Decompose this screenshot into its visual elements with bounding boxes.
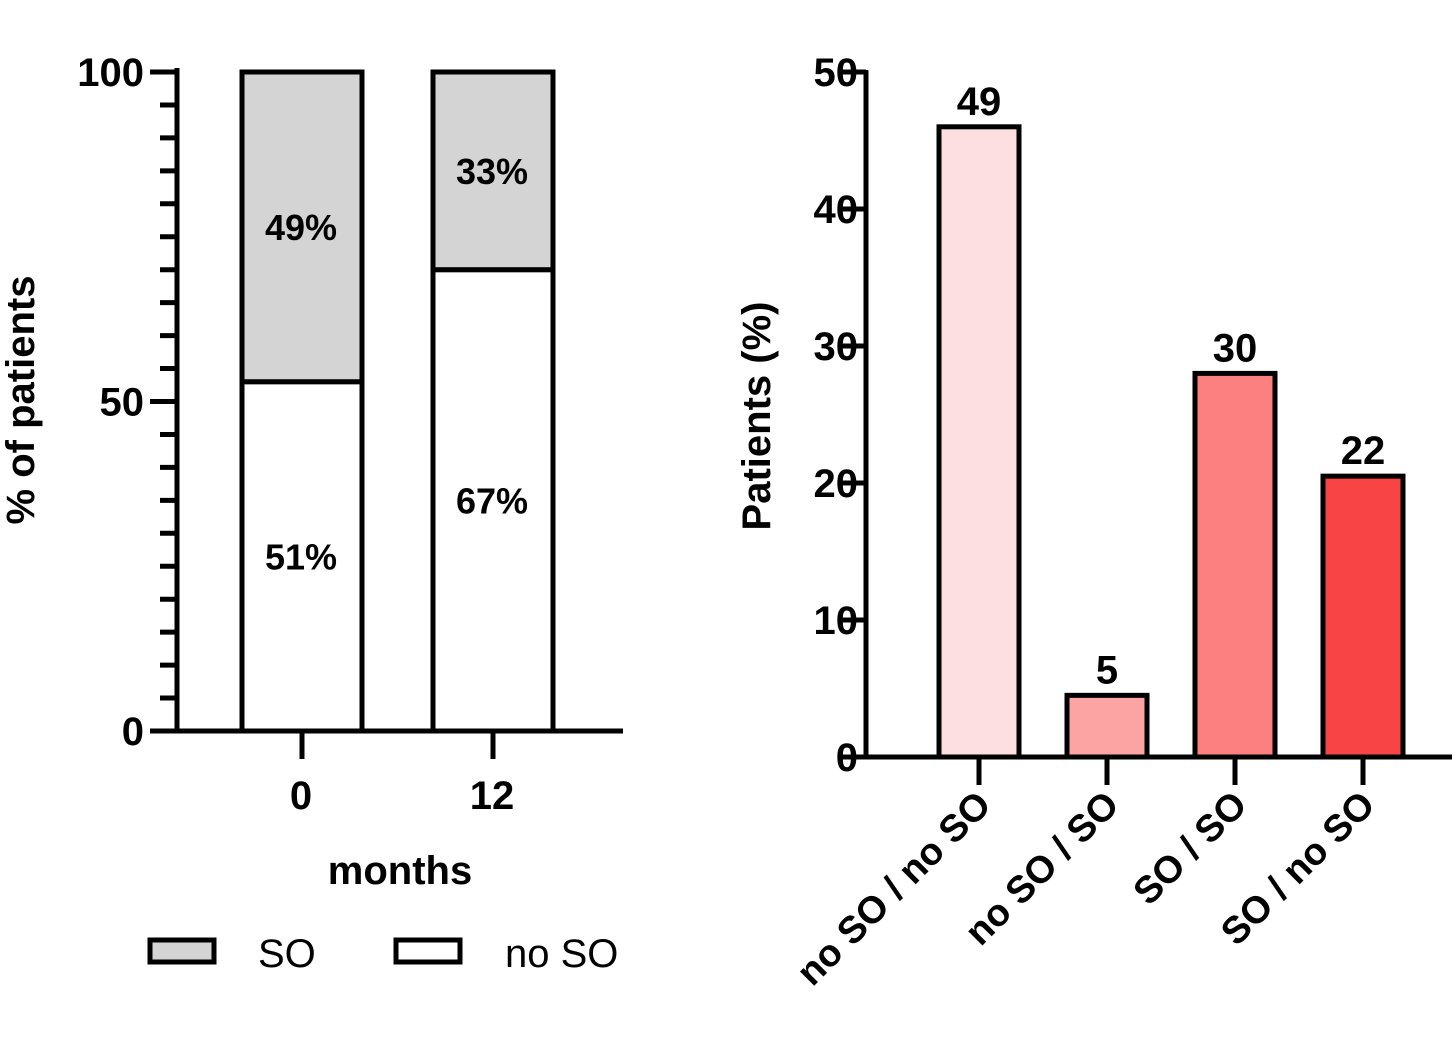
bar-segment-so-0 — [239, 69, 365, 385]
y-tick-label: 0 — [836, 736, 858, 780]
y-tick-label: 50 — [814, 51, 859, 95]
right-y-axis-label: Patients (%) — [735, 302, 779, 531]
bar-data-label: 49 — [957, 80, 1002, 124]
bar-no-so-so — [1064, 692, 1150, 760]
y-tick-label: 0 — [122, 710, 144, 754]
bar-data-label: 49% — [265, 207, 337, 248]
y-tick-label: 100 — [77, 51, 144, 95]
bar-data-label: 22 — [1341, 429, 1386, 473]
y-tick-label: 10 — [814, 599, 859, 643]
x-tick-label: no SO / no SO — [789, 784, 999, 994]
right-bars: 49 5 30 22 — [936, 80, 1406, 760]
y-tick-label: 50 — [100, 381, 145, 425]
bar-segment-no-so-0 — [239, 379, 365, 734]
bar-data-label: 67% — [456, 480, 528, 521]
bar-so-so — [1192, 370, 1278, 760]
x-tick-label: SO / SO — [1126, 784, 1256, 914]
left-x-ticks: 0 12 — [290, 731, 514, 818]
left-x-axis-label: months — [328, 849, 472, 893]
legend-swatch-no-so — [393, 937, 463, 965]
x-tick-label: 0 — [290, 774, 312, 818]
y-tick-label: 30 — [814, 325, 859, 369]
bar-segment-so-12 — [430, 69, 556, 273]
bar-data-label: 33% — [456, 151, 528, 192]
bar-so-no-so — [1320, 473, 1406, 760]
x-tick-label: 12 — [470, 774, 515, 818]
bar-data-label: 30 — [1213, 326, 1258, 370]
left-bars: 51% 49% 67% 33% — [239, 69, 556, 734]
right-y-ticks: 0 10 20 30 40 50 — [814, 51, 866, 780]
legend: SO no SO — [147, 932, 618, 976]
legend-label-no-so: no SO — [505, 932, 618, 976]
bar-no-so-no-so — [936, 124, 1022, 760]
legend-swatch-so — [147, 937, 217, 965]
legend-label-so: SO — [258, 932, 316, 976]
bar-data-label: 5 — [1096, 648, 1118, 692]
left-y-axis-label: % of patients — [0, 276, 43, 525]
stacked-bar-chart: 51% 49% 67% 33% 0 50 100 0 12 % of patients mo… — [0, 51, 623, 976]
y-tick-label: 20 — [814, 462, 859, 506]
y-tick-label: 40 — [814, 188, 859, 232]
left-y-ticks: 0 50 100 — [77, 51, 177, 754]
bar-data-label: 51% — [265, 536, 337, 577]
